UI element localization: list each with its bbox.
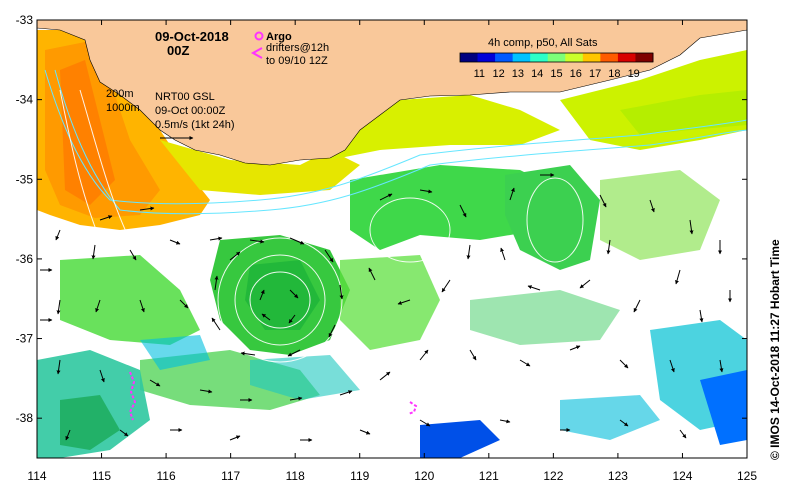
isobath-200-label: 200m — [106, 88, 134, 100]
y-tick-label: -35 — [16, 172, 34, 186]
velocity-arrows — [40, 173, 732, 442]
colorbar: 4h comp, p50, All Sats 11 12 13 14 15 16 17 18 1… — [459, 37, 654, 80]
colorbar-swatch — [617, 53, 636, 62]
colorbar-swatch — [600, 53, 619, 62]
x-axis-ticks: 114 115 116 117 118 119 120 121 122 123 124 125 — [27, 20, 757, 483]
y-tick-label: -37 — [16, 332, 34, 346]
map-area — [37, 20, 747, 458]
x-tick-label: 121 — [479, 469, 499, 483]
colorbar-swatch — [582, 53, 601, 62]
isobath-lines — [44, 69, 747, 215]
colorbar-swatch — [512, 53, 531, 62]
sst-warm-shelf — [37, 30, 747, 230]
drifter-tracks — [128, 371, 418, 421]
x-tick-label: 124 — [672, 469, 692, 483]
drifter-chevron-icon — [250, 47, 263, 59]
x-tick-label: 123 — [608, 469, 628, 483]
colorbar-tick-label: 13 — [512, 68, 524, 80]
x-tick-label: 119 — [350, 469, 369, 483]
credit-strip: © IMOS 14-Oct-2018 11:27 Hobart Time — [768, 239, 782, 460]
colorbar-title: 4h comp, p50, All Sats — [488, 37, 598, 49]
argo-marker-icon — [254, 31, 264, 41]
date-label: 09-Oct-2018 — [155, 29, 229, 44]
colorbar-swatch — [495, 53, 514, 62]
colorbar-tick-label: 11 — [474, 68, 485, 80]
product-label: NRT00 GSL — [155, 91, 215, 103]
y-tick-label: -34 — [16, 93, 34, 107]
colorbar-tick-label: 19 — [628, 68, 640, 80]
y-axis-ticks: -33 -34 -35 -36 -37 -38 — [16, 13, 747, 425]
x-tick-label: 114 — [27, 469, 46, 483]
x-tick-label: 120 — [414, 469, 434, 483]
time-label: 00Z — [167, 43, 189, 58]
x-tick-label: 122 — [543, 469, 563, 483]
isobath-1000-label: 1000m — [106, 102, 140, 114]
velocity-scale-label: 0.5m/s (1kt 24h) — [155, 119, 234, 131]
x-tick-label: 117 — [221, 469, 240, 483]
colorbar-tick-label: 18 — [608, 68, 620, 80]
colorbar-tick-label: 14 — [531, 68, 543, 80]
colorbar-swatch — [635, 53, 654, 62]
colorbar-tick-label: 12 — [492, 68, 504, 80]
colorbar-ticks: 11 12 13 14 15 16 17 18 19 — [474, 68, 640, 80]
y-tick-label: -38 — [16, 411, 34, 425]
map-frame — [36, 19, 748, 459]
ssh-contours — [59, 89, 584, 363]
colorbar-tick-label: 16 — [570, 68, 582, 80]
x-tick-label: 118 — [286, 469, 305, 483]
colorbar-swatch — [547, 53, 566, 62]
argo-label: Argo — [266, 31, 292, 43]
drifters-line-2: to 09/10 12Z — [266, 55, 328, 67]
credit-text: © IMOS 14-Oct-2018 11:27 Hobart Time — [768, 239, 782, 460]
argo-legend: Argo drifters@12h to 09/10 12Z — [250, 31, 329, 67]
product-time-label: 09-Oct 00:00Z — [155, 105, 226, 117]
colorbar-tick-label: 15 — [550, 68, 562, 80]
y-tick-label: -33 — [16, 13, 34, 27]
colorbar-swatch — [565, 53, 584, 62]
colorbar-swatches — [460, 53, 654, 62]
x-tick-label: 115 — [92, 469, 111, 483]
map-legend: 200m 1000m NRT00 GSL 09-Oct 00:00Z 0.5m/… — [106, 88, 234, 140]
colorbar-tick-label: 17 — [589, 68, 601, 80]
x-tick-label: 116 — [157, 469, 176, 483]
colorbar-swatch — [477, 53, 496, 62]
y-tick-label: -36 — [16, 252, 34, 266]
colorbar-swatch — [460, 53, 479, 62]
drifters-line-1: drifters@12h — [266, 42, 329, 54]
colorbar-swatch — [530, 53, 549, 62]
x-tick-label: 125 — [737, 469, 757, 483]
